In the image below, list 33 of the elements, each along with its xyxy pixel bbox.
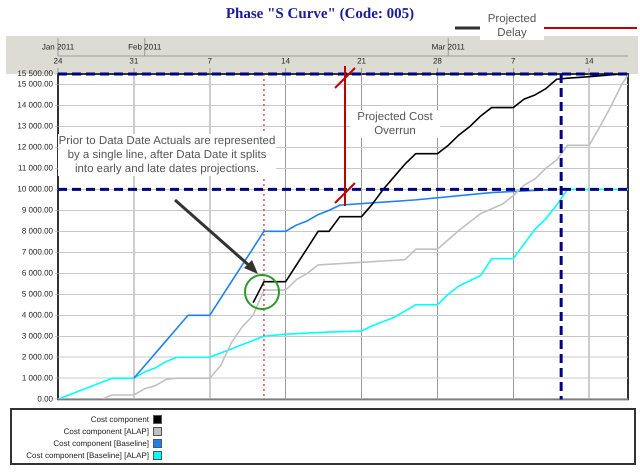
x-tick-label: 31	[129, 56, 139, 66]
annotation: Prior to Data Date Actuals are represented by a single line, after Data Date it splits into early and late dates projections.	[58, 134, 276, 176]
y-tick-label: 5 000.00	[22, 290, 54, 298]
text: Projected Delay	[480, 12, 544, 40]
chart-title: Phase "S Curve" (Code: 005)	[226, 6, 414, 22]
y-tick-label: 11 000.00	[18, 164, 54, 173]
y-tick-label: 7 000.00	[22, 248, 54, 257]
y-tick-label: 10 000.00	[17, 184, 54, 194]
legend-label: Cost component [ALAP]	[64, 426, 149, 436]
x-tick-label: 14	[281, 56, 291, 66]
y-tick-label: 0.00	[37, 394, 54, 404]
y-tick-label: 1 000.00	[22, 373, 54, 382]
x-tick-label: 21	[357, 56, 367, 66]
x-tick-label: 24	[54, 56, 63, 66]
legend-label: Cost component [Baseline] [ALAP]	[26, 450, 149, 460]
legend-label: Cost component	[90, 414, 149, 424]
y-tick-label: 12 000.00	[17, 142, 54, 152]
annotation: Projected Cost Overrun	[350, 110, 440, 138]
y-tick-label: 15 500.00	[17, 69, 54, 78]
y-tick-label: 4 000.00	[22, 310, 54, 320]
y-tick-label: 6 000.00	[22, 268, 54, 278]
y-tick-label: 15 000.00	[17, 80, 54, 89]
y-tick-label: 14 000.00	[17, 100, 54, 110]
x-tick-label: 28	[432, 56, 442, 66]
y-tick-label: 3 000.00	[22, 331, 54, 340]
y-tick-label: 13 000.00	[17, 122, 54, 131]
x-tick-label: 7	[208, 56, 213, 66]
x-tick-label: 7	[511, 56, 516, 66]
legend-label: Cost component [Baseline]	[53, 438, 149, 448]
y-tick-label: 9 000.00	[22, 206, 54, 215]
y-tick-label: 2 000.00	[22, 352, 54, 362]
y-tick-label: 8 000.00	[22, 226, 54, 236]
x-tick-label: 14	[584, 56, 594, 66]
